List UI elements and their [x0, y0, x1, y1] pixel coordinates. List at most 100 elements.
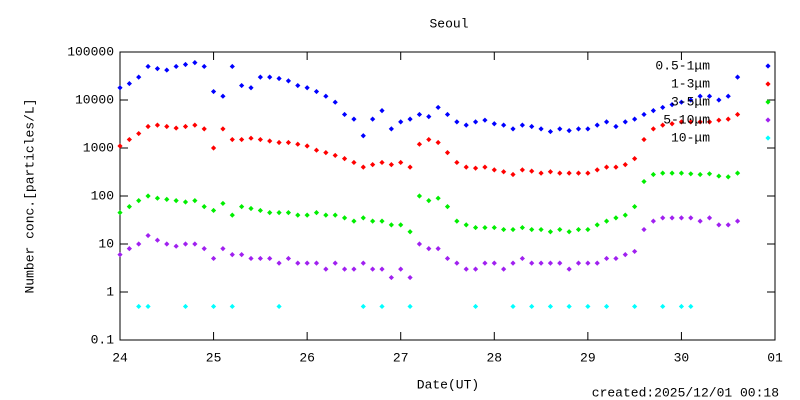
data-point: [360, 215, 366, 221]
data-point: [454, 260, 460, 266]
data-point: [351, 116, 357, 122]
data-point: [398, 159, 404, 166]
data-point: [566, 303, 572, 310]
data-point: [716, 97, 722, 103]
data-point: [632, 156, 638, 162]
data-point: [454, 159, 460, 166]
data-point: [716, 173, 722, 179]
data-point: [641, 136, 647, 143]
data-point: [603, 303, 610, 310]
data-point: [239, 252, 245, 258]
data-point: [734, 218, 741, 224]
data-point: [239, 136, 245, 143]
data-point: [529, 303, 535, 310]
data-point: [472, 266, 479, 272]
data-point: [276, 75, 282, 82]
data-point: [248, 135, 254, 141]
data-point: [716, 117, 722, 123]
data-point: [379, 266, 385, 272]
data-point: [678, 170, 685, 176]
data-point: [566, 128, 572, 134]
data-point: [117, 210, 123, 216]
y-tick-label: 10: [98, 236, 114, 251]
data-point: [370, 218, 376, 224]
data-point: [678, 303, 685, 310]
data-point: [613, 123, 619, 130]
data-point: [154, 66, 161, 72]
data-point: [547, 260, 554, 266]
data-point: [341, 156, 348, 162]
legend-marker: [765, 81, 771, 87]
data-point: [276, 260, 282, 266]
data-point: [416, 241, 423, 247]
data-point: [276, 210, 282, 216]
x-tick-label: 29: [580, 350, 596, 365]
data-point: [575, 226, 582, 233]
data-point: [585, 260, 591, 266]
data-point: [463, 222, 469, 228]
data-point: [248, 255, 254, 262]
data-point: [529, 168, 535, 174]
data-point: [117, 252, 123, 258]
data-point: [164, 67, 170, 73]
x-tick-label: 28: [486, 350, 502, 365]
data-point: [557, 126, 563, 132]
legend-label: 10-μm: [671, 130, 710, 145]
chart-title: Seoul: [429, 16, 468, 31]
data-point: [210, 303, 217, 310]
data-point: [126, 246, 132, 252]
data-point: [117, 85, 123, 91]
data-point: [547, 303, 554, 310]
data-point: [182, 123, 189, 130]
data-point: [501, 226, 507, 233]
data-point: [566, 229, 572, 235]
data-point: [444, 204, 451, 210]
data-point: [173, 125, 179, 131]
data-point: [370, 116, 376, 122]
data-point: [519, 167, 525, 173]
data-point: [210, 255, 217, 262]
data-point: [285, 78, 292, 84]
data-point: [398, 119, 404, 125]
data-point: [267, 255, 273, 262]
y-tick-label: 10000: [75, 92, 114, 107]
data-point: [660, 303, 666, 310]
data-point: [519, 122, 525, 128]
data-point: [594, 122, 600, 128]
data-point: [575, 170, 582, 176]
data-point: [398, 266, 404, 272]
data-point: [407, 303, 413, 310]
data-point: [407, 274, 413, 281]
data-point: [632, 248, 638, 255]
data-point: [145, 303, 151, 310]
data-point: [660, 122, 666, 128]
data-point: [136, 130, 142, 137]
data-point: [613, 215, 619, 221]
legend-label: 3-5μm: [671, 94, 710, 109]
data-point: [388, 222, 394, 228]
data-point: [416, 111, 423, 118]
data-point: [229, 252, 235, 258]
data-point: [182, 61, 189, 68]
data-point: [295, 82, 301, 89]
data-point: [557, 226, 563, 233]
data-point: [154, 195, 161, 201]
data-point: [192, 241, 198, 247]
data-point: [472, 303, 479, 310]
data-point: [201, 246, 207, 252]
legend-marker: [765, 135, 771, 141]
data-point: [426, 114, 432, 120]
data-point: [454, 119, 460, 125]
data-point: [510, 171, 516, 178]
data-point: [566, 170, 572, 176]
data-point: [285, 255, 292, 262]
data-point: [182, 199, 189, 205]
created-annotation: created:2025/12/01 00:18: [592, 385, 779, 400]
data-point: [669, 170, 675, 176]
data-point: [136, 303, 142, 310]
data-point: [435, 139, 441, 146]
data-point: [529, 123, 535, 130]
data-point: [145, 193, 151, 199]
data-point: [622, 212, 628, 218]
